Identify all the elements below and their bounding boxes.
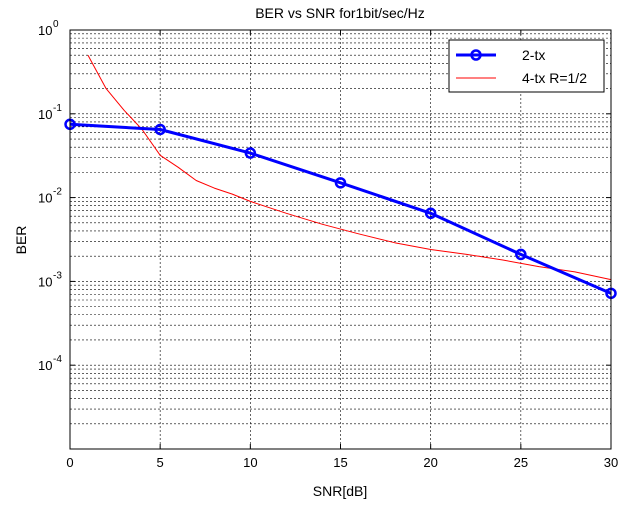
x-ticks: 0 5 10 15 20 25 30 — [66, 30, 618, 470]
grid — [70, 30, 611, 449]
x-tick-label: 25 — [514, 455, 528, 470]
legend-label-2-tx: 2-tx — [522, 47, 545, 63]
legend-box — [448, 39, 605, 93]
y-tick-label: 10 — [38, 23, 52, 38]
series-line-2-tx — [69, 122, 612, 295]
y-tick-label: 10 — [38, 191, 52, 206]
data-point-2-tx — [515, 248, 527, 261]
y-tick-exponent: 0 — [53, 19, 59, 30]
data-point-2-tx — [154, 123, 166, 136]
y-tick-label: 10 — [38, 107, 52, 122]
chart-title: BER vs SNR for1bit/sec/Hz — [255, 5, 425, 21]
y-tick-exponent: -2 — [53, 187, 62, 198]
legend: 2-tx 4-tx R=1/2 — [448, 39, 605, 93]
y-tick-exponent: -4 — [53, 354, 62, 365]
legend-marker-2-tx — [470, 49, 482, 61]
y-tick-label: 10 — [38, 358, 52, 373]
x-tick-label: 0 — [66, 455, 73, 470]
x-tick-label: 20 — [423, 455, 437, 470]
series-line-4-tx-r-1-2 — [87, 54, 612, 281]
y-axis-label: BER — [13, 226, 29, 255]
x-tick-label: 5 — [157, 455, 164, 470]
x-axis-label: SNR[dB] — [313, 483, 367, 499]
x-tick-label: 15 — [333, 455, 347, 470]
y-tick-exponent: -3 — [53, 270, 62, 281]
y-tick-label: 10 — [38, 274, 52, 289]
data-point-2-tx — [244, 147, 257, 159]
legend-label-4-tx: 4-tx R=1/2 — [522, 70, 587, 86]
x-tick-label: 10 — [243, 455, 257, 470]
data-point-2-tx — [424, 207, 437, 220]
data-point-2-tx — [334, 177, 347, 189]
y-tick-exponent: -1 — [53, 103, 62, 114]
x-tick-label: 30 — [604, 455, 618, 470]
